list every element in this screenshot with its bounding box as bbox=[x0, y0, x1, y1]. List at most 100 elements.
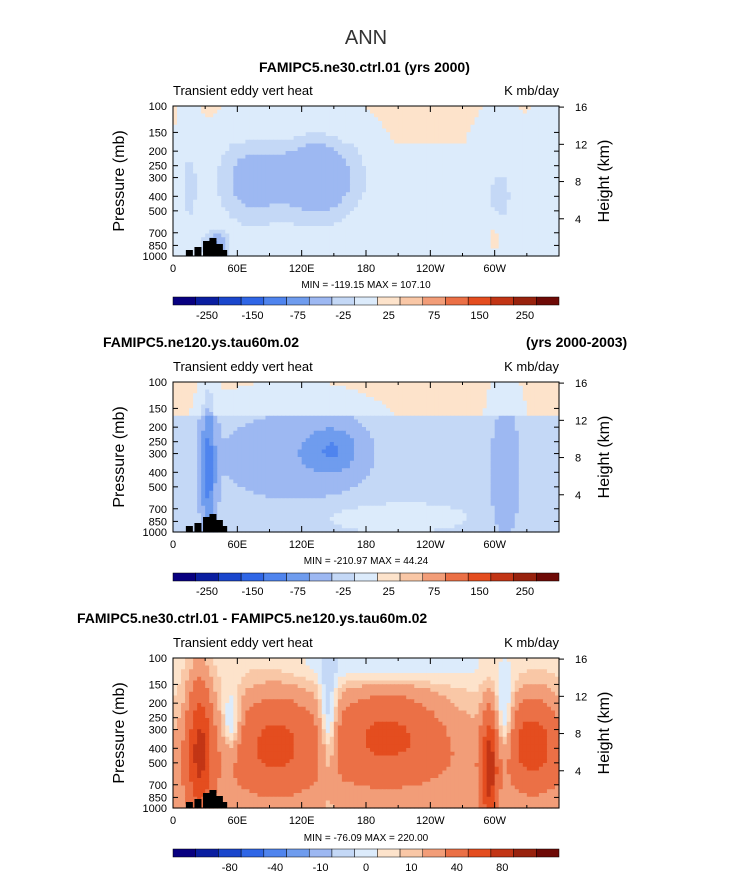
field-cell bbox=[309, 121, 315, 126]
field-cell bbox=[181, 132, 186, 137]
field-cell bbox=[458, 128, 464, 133]
field-cell bbox=[197, 173, 202, 178]
field-cell bbox=[434, 143, 439, 148]
field-cell bbox=[321, 248, 327, 253]
field-cell bbox=[233, 128, 238, 133]
field-cell bbox=[341, 117, 347, 122]
field-cell bbox=[378, 397, 383, 402]
field-cell bbox=[273, 184, 279, 190]
field-cell bbox=[173, 400, 178, 406]
field-cell bbox=[281, 415, 287, 421]
field-cell bbox=[478, 128, 484, 133]
field-cell bbox=[297, 139, 303, 145]
field-cell bbox=[370, 184, 375, 190]
field-cell bbox=[265, 244, 271, 250]
field-cell bbox=[494, 404, 500, 409]
field-cell bbox=[217, 147, 222, 152]
field-cell bbox=[177, 382, 182, 387]
field-cell bbox=[406, 173, 411, 178]
field-cell bbox=[378, 404, 383, 409]
field-cell bbox=[430, 241, 435, 246]
field-cell bbox=[353, 226, 359, 231]
field-cell bbox=[538, 229, 544, 235]
field-cell bbox=[418, 199, 423, 205]
field-cell bbox=[398, 393, 403, 398]
field-cell bbox=[366, 117, 371, 122]
field-cell bbox=[438, 117, 443, 122]
field-cell bbox=[233, 222, 238, 227]
field-cell bbox=[398, 415, 403, 421]
field-cell bbox=[321, 382, 327, 387]
field-cell bbox=[337, 214, 343, 220]
field-cell bbox=[482, 151, 488, 156]
field-cell bbox=[526, 241, 532, 246]
field-cell bbox=[361, 382, 367, 387]
field-cell bbox=[357, 124, 363, 130]
field-cell bbox=[237, 233, 242, 238]
field-cell bbox=[293, 389, 299, 394]
field-cell bbox=[273, 158, 279, 163]
field-cell bbox=[285, 382, 291, 387]
field-cell bbox=[221, 132, 226, 137]
field-cell bbox=[329, 162, 335, 167]
field-cell bbox=[285, 192, 291, 197]
field-cell bbox=[173, 147, 178, 152]
field-cell bbox=[281, 404, 287, 409]
field-cell bbox=[398, 211, 403, 216]
field-cell bbox=[470, 132, 476, 137]
field-cell bbox=[534, 173, 540, 178]
field-cell bbox=[181, 177, 186, 182]
field-cell bbox=[317, 400, 323, 406]
field-cell bbox=[522, 106, 528, 111]
field-cell bbox=[309, 207, 315, 212]
field-cell bbox=[510, 241, 516, 246]
field-cell bbox=[446, 132, 452, 137]
field-cell bbox=[233, 199, 238, 205]
field-cell bbox=[506, 404, 512, 409]
field-cell bbox=[514, 181, 520, 186]
field-cell bbox=[434, 124, 439, 130]
field-cell bbox=[458, 109, 464, 115]
field-cell bbox=[229, 162, 234, 167]
field-cell bbox=[173, 233, 178, 238]
field-cell bbox=[265, 162, 271, 167]
field-cell bbox=[289, 241, 295, 246]
field-cell bbox=[422, 203, 427, 208]
field-cell bbox=[446, 408, 452, 413]
field-cell bbox=[410, 385, 415, 391]
field-cell bbox=[221, 151, 226, 156]
field-cell bbox=[390, 106, 395, 111]
field-cell bbox=[506, 151, 512, 156]
field-cell bbox=[345, 393, 351, 398]
field-cell bbox=[277, 196, 283, 201]
field-cell bbox=[349, 222, 355, 227]
field-cell bbox=[398, 412, 403, 417]
field-cell bbox=[410, 177, 415, 182]
field-cell bbox=[550, 397, 556, 402]
field-cell bbox=[526, 412, 532, 417]
field-cell bbox=[185, 139, 190, 145]
field-cell bbox=[390, 181, 395, 186]
field-cell bbox=[486, 408, 492, 413]
field-cell bbox=[530, 128, 536, 133]
field-cell bbox=[293, 173, 299, 178]
field-cell bbox=[422, 158, 427, 163]
field-cell bbox=[237, 113, 242, 118]
field-cell bbox=[237, 196, 242, 201]
field-cell bbox=[193, 113, 198, 118]
field-cell bbox=[297, 128, 303, 133]
field-cell bbox=[514, 154, 520, 160]
field-cell bbox=[506, 188, 512, 193]
field-cell bbox=[422, 226, 427, 231]
field-cell bbox=[177, 162, 182, 167]
field-cell bbox=[193, 192, 198, 197]
field-cell bbox=[470, 203, 476, 208]
field-cell bbox=[361, 117, 367, 122]
field-cell bbox=[265, 177, 271, 182]
field-cell bbox=[410, 147, 415, 152]
field-cell bbox=[225, 199, 230, 205]
field-cell bbox=[185, 173, 190, 178]
field-cell bbox=[329, 248, 335, 253]
field-cell bbox=[257, 173, 263, 178]
field-cell bbox=[333, 113, 339, 118]
